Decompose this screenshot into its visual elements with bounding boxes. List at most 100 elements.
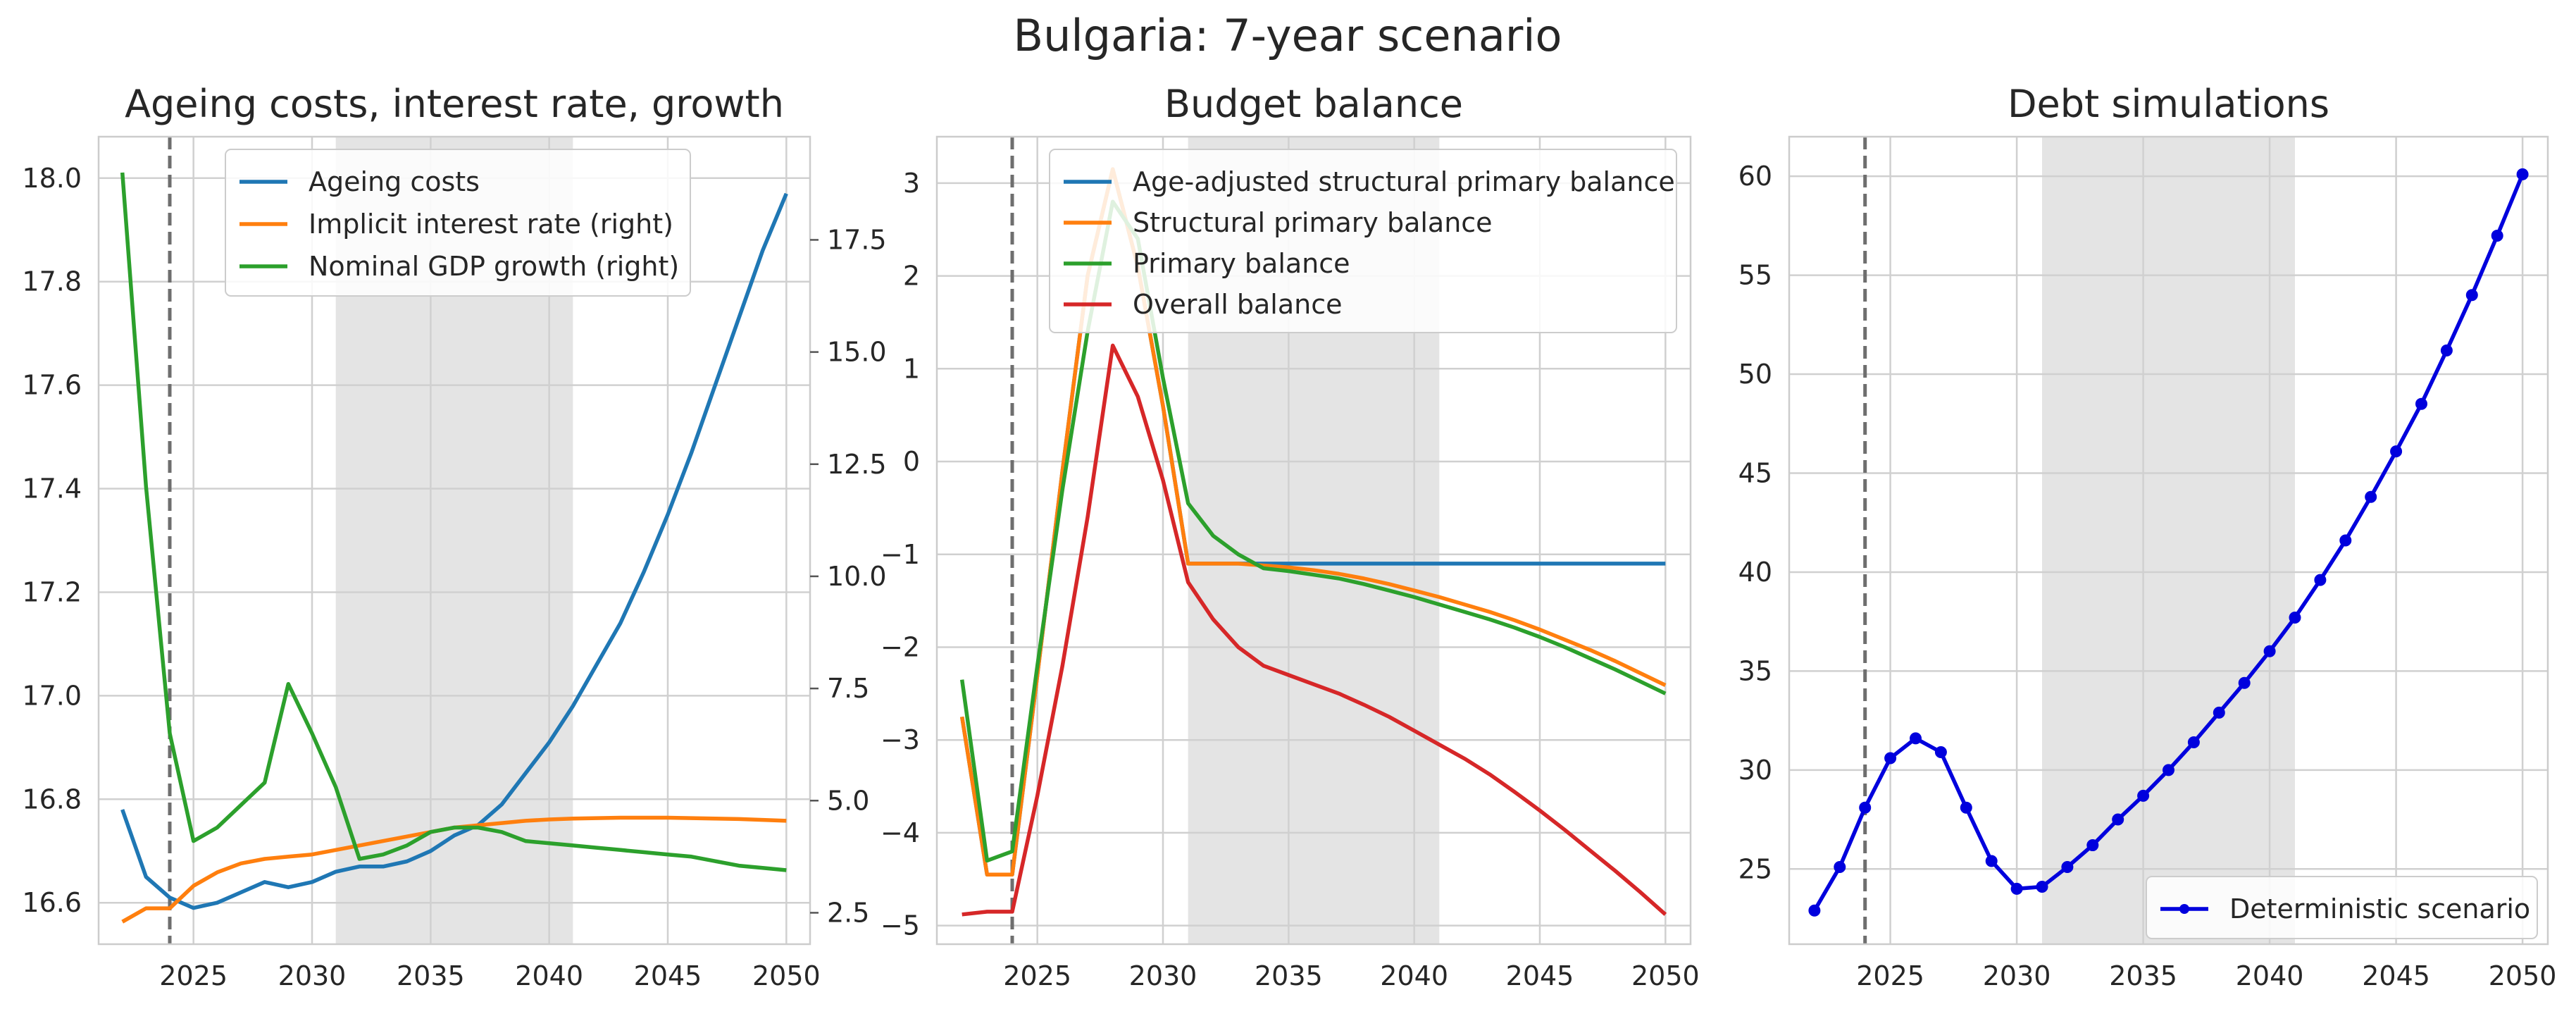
y-tick-label: 16.8 [22, 784, 82, 815]
y-right-tick-label: 12.5 [827, 449, 887, 480]
data-point [2238, 676, 2251, 689]
legend-box [2146, 876, 2538, 939]
y-tick-label: 40 [1738, 557, 1772, 588]
legend-label: Overall balance [1133, 289, 1343, 320]
legend-marker [2179, 904, 2189, 914]
data-point [1910, 732, 1922, 745]
y-tick-label: −3 [881, 724, 920, 755]
legend-label: Primary balance [1133, 248, 1350, 279]
data-point [2086, 839, 2099, 852]
plot-frame [1788, 135, 2549, 946]
chart-title: Debt simulations [2008, 82, 2329, 126]
data-point [2339, 534, 2352, 547]
chart-title: Ageing costs, interest rate, growth [125, 82, 784, 126]
x-tick-label: 2025 [1003, 960, 1071, 991]
plot-frame [935, 135, 1692, 946]
x-tick-label: 2045 [634, 960, 702, 991]
x-tick-label: 2035 [1255, 960, 1323, 991]
data-point [2137, 789, 2150, 802]
data-point [2061, 860, 2074, 873]
data-point [2491, 229, 2503, 242]
y-tick-label: 50 [1738, 359, 1772, 390]
y-tick-label: 2 [903, 261, 920, 292]
plot-frame [97, 135, 811, 946]
y-tick-label: 18.0 [22, 163, 82, 194]
y-tick-label: 17.6 [22, 370, 82, 401]
y-tick-label: 60 [1738, 161, 1772, 192]
figure-title: Bulgaria: 7-year scenario [1014, 10, 1562, 61]
y-tick-label: −1 [881, 539, 920, 570]
x-tick-label: 2030 [278, 960, 347, 991]
data-point [1834, 860, 1846, 873]
data-point [2465, 289, 2478, 302]
x-tick-label: 2050 [752, 960, 821, 991]
y-tick-label: 25 [1738, 853, 1772, 884]
y-tick-label: 17.8 [22, 266, 82, 297]
y-tick-label: 30 [1738, 755, 1772, 786]
y-tick-label: 1 [903, 353, 920, 384]
data-point [2314, 574, 2327, 586]
series-line [120, 192, 788, 910]
legend-label: Ageing costs [309, 166, 480, 197]
chart-panel-1: 2025 2030 2035 2040 2045 2050 16.6 16.8 17.0 17.2… [22, 82, 886, 991]
legend-box [225, 149, 691, 297]
series-line [959, 199, 1667, 863]
shaded-period [2042, 137, 2295, 944]
legend-box [1049, 149, 1677, 333]
y-tick-label: 17.0 [22, 680, 82, 711]
data-point [2213, 706, 2225, 719]
legend-label: Structural primary balance [1133, 207, 1493, 238]
data-point [1859, 801, 1872, 814]
data-point [2516, 168, 2529, 180]
y-tick-label: 17.2 [22, 576, 82, 607]
x-tick-label: 2050 [1631, 960, 1700, 991]
x-tick-label: 2040 [2236, 960, 2304, 991]
y-tick-label: −2 [881, 631, 920, 662]
y-right-tick-label: 17.5 [827, 224, 887, 255]
data-point [1985, 855, 1998, 867]
y-right-tick-label: 7.5 [827, 673, 869, 704]
y-tick-label: 17.4 [22, 473, 82, 505]
y-tick-label: 45 [1738, 458, 1772, 489]
data-point [2440, 344, 2453, 357]
y-right-tick-label: 15.0 [827, 337, 887, 368]
x-tick-label: 2045 [1506, 960, 1574, 991]
y-right-tick-label: 5.0 [827, 785, 869, 816]
legend-label: Age-adjusted structural primary balance [1133, 166, 1675, 197]
data-point [2187, 736, 2200, 748]
x-tick-label: 2035 [2109, 960, 2177, 991]
data-point [2163, 764, 2174, 776]
data-point [2036, 881, 2048, 893]
data-point [2112, 813, 2124, 826]
x-tick-label: 2025 [159, 960, 228, 991]
x-tick-label: 2030 [1983, 960, 2051, 991]
data-point [2365, 490, 2377, 503]
y-tick-label: −5 [881, 910, 920, 941]
y-tick-label: 35 [1738, 655, 1772, 686]
data-point [2010, 882, 2023, 895]
x-tick-label: 2050 [2489, 960, 2557, 991]
legend-label: Implicit interest rate (right) [309, 209, 673, 240]
chart-panel-2: 2025 2030 2035 2040 2045 2050 −5 −4 −3 −2 −1 0 1 2 3 Bu… [881, 82, 1700, 991]
x-tick-label: 2035 [397, 960, 465, 991]
y-tick-label: 55 [1738, 260, 1772, 291]
series-line [120, 172, 787, 872]
y-tick-label: 16.6 [22, 887, 82, 918]
x-tick-label: 2045 [2362, 960, 2430, 991]
y-tick-label: 3 [903, 168, 920, 199]
legend-label: Deterministic scenario [2229, 893, 2530, 924]
data-point [2390, 445, 2403, 458]
data-point [2415, 397, 2427, 410]
series-line [959, 167, 1667, 877]
x-tick-label: 2025 [1856, 960, 1924, 991]
legend: Ageing costs Implicit interest rate (righ… [225, 149, 691, 297]
y-tick-label: 0 [903, 446, 920, 477]
chart-title: Budget balance [1164, 82, 1463, 126]
x-tick-label: 2040 [1380, 960, 1448, 991]
data-point [2289, 612, 2301, 624]
y-right-tick-label: 2.5 [827, 897, 869, 928]
legend: Age-adjusted structural primary balance S… [1049, 149, 1677, 333]
data-point [1884, 752, 1897, 765]
y-tick-label: −4 [881, 817, 920, 848]
